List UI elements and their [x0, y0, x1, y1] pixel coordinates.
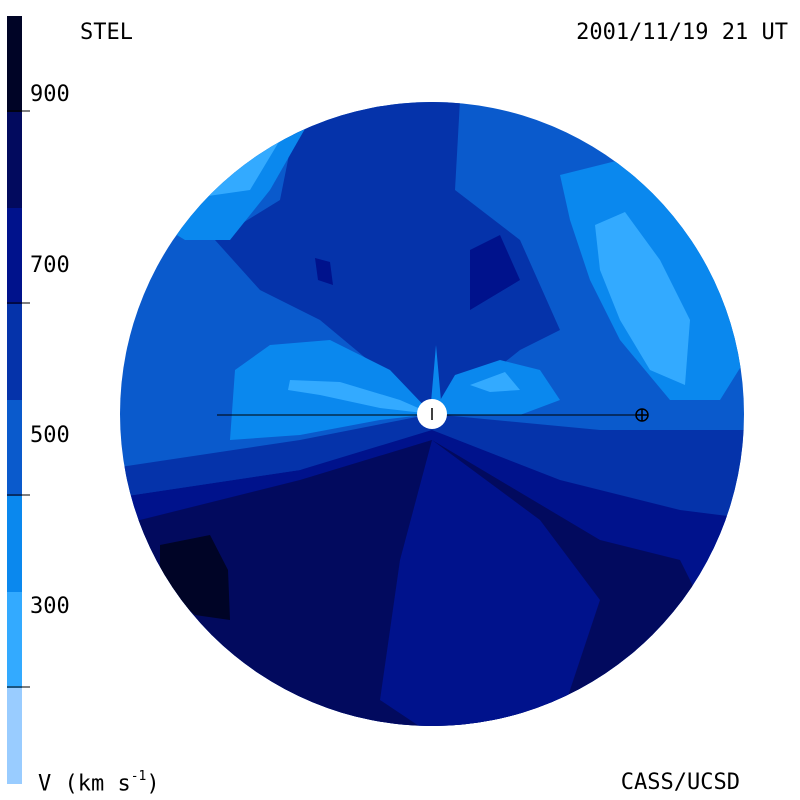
station-label: STEL: [80, 20, 133, 45]
earth-symbol-icon: [635, 408, 649, 422]
region-700-800-spot: [315, 258, 333, 285]
scale-band-700: [7, 208, 22, 304]
region-700-800-north: [470, 235, 520, 310]
quantity-label: V (km s-1): [38, 769, 160, 797]
credit-label: CASS/UCSD: [620, 770, 740, 795]
timestamp-label: 2001/11/19 21 UT: [576, 20, 788, 45]
scale-band-800: [7, 112, 22, 208]
region-600-700-north: [215, 102, 560, 410]
scale-band-200: [7, 688, 22, 784]
scale-tick-500: 500: [30, 423, 70, 448]
scale-tick-900: 900: [30, 82, 70, 107]
scale-band-900: [7, 16, 22, 112]
region-300-400-west: [288, 380, 432, 414]
scale-tick-300: 300: [30, 594, 70, 619]
scale-band-400: [7, 496, 22, 592]
region-400-500-ray: [430, 345, 442, 414]
region-300-400-east: [595, 212, 690, 385]
scale-tick-700: 700: [30, 253, 70, 278]
scale-band-500: [7, 400, 22, 496]
region-300-400-center-east: [470, 372, 520, 392]
region-700-800-south-center: [380, 440, 600, 726]
unit-exponent: -1: [130, 769, 147, 784]
scale-band-600: [7, 304, 22, 400]
scale-band-300: [7, 592, 22, 688]
